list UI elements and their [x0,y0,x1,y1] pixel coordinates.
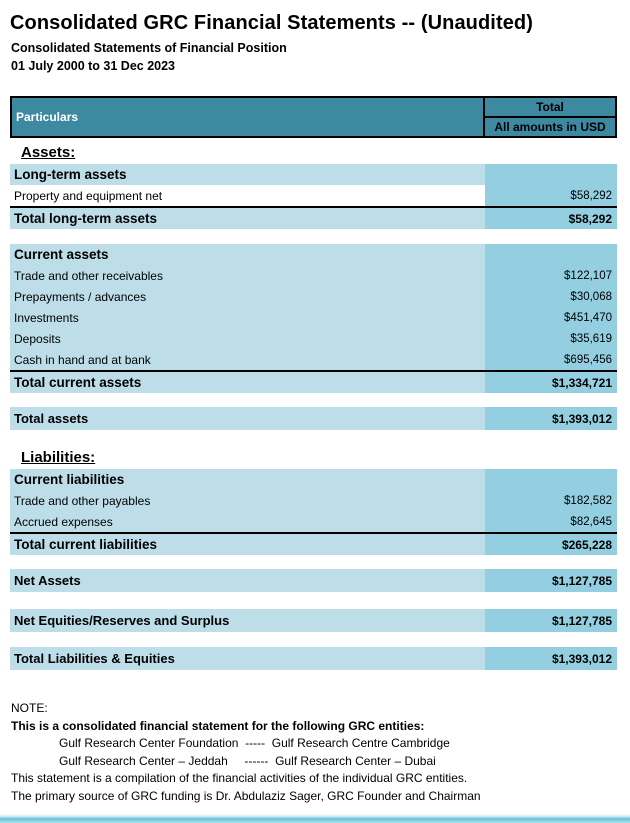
row-label: Property and equipment net [10,185,485,206]
long-term-assets-block: Long-term assets Property and equipment … [10,164,617,229]
current-liabilities-header-row: Current liabilities [10,469,617,490]
row-value: $695,456 [485,349,617,370]
row-label: Trade and other receivables [10,265,485,286]
row-label: Investments [10,307,485,328]
table-row: Deposits $35,619 [10,328,617,349]
row-label: Current liabilities [10,469,485,490]
row-value: $35,619 [485,328,617,349]
row-label: Cash in hand and at bank [10,349,485,370]
row-label: Trade and other payables [10,490,485,511]
row-label: Prepayments / advances [10,286,485,307]
row-label: Total Liabilities & Equities [10,647,485,670]
row-value: $82,645 [485,511,617,532]
row-label: Total current liabilities [10,534,485,555]
row-value: $1,393,012 [485,407,617,430]
row-value [485,164,617,185]
column-header-total: Total [485,98,615,118]
column-header-particulars: Particulars [16,110,79,124]
current-assets-header-row: Current assets [10,244,617,265]
row-label: Accrued expenses [10,511,485,532]
table-row: Cash in hand and at bank $695,456 [10,349,617,370]
row-value: $1,393,012 [485,647,617,670]
note-section: NOTE: This is a consolidated financial s… [11,700,630,805]
financial-table: Particulars Total All amounts in USD Ass… [10,96,617,670]
reporting-period: 01 July 2000 to 31 Dec 2023 [11,59,176,73]
column-header-units: All amounts in USD [494,120,606,134]
liabilities-heading: Liabilities: [21,449,96,466]
long-term-assets-header-row: Long-term assets [10,164,617,185]
table-row: Investments $451,470 [10,307,617,328]
row-value: $30,068 [485,286,617,307]
total-liabilities-equities-row: Total Liabilities & Equities $1,393,012 [10,647,617,670]
table-row: Prepayments / advances $30,068 [10,286,617,307]
row-label: Total assets [10,407,485,430]
net-assets-row: Net Assets $1,127,785 [10,569,617,592]
row-value: $182,582 [485,490,617,511]
current-assets-total-row: Total current assets $1,334,721 [10,370,617,393]
page-title: Consolidated GRC Financial Statements --… [10,12,534,34]
footer-accent-bar [0,814,630,823]
row-value: $265,228 [485,534,617,555]
total-assets-row: Total assets $1,393,012 [10,407,617,430]
row-value: $1,127,785 [485,609,617,632]
row-value: $122,107 [485,265,617,286]
total-column-header: Total All amounts in USD [483,98,615,136]
table-row: Trade and other receivables $122,107 [10,265,617,286]
row-label: Net Equities/Reserves and Surplus [10,609,485,632]
row-value [485,244,617,265]
row-value: $451,470 [485,307,617,328]
note-funding-line: The primary source of GRC funding is Dr.… [11,788,481,803]
table-row: Accrued expenses $82,645 [10,511,617,532]
current-liabilities-total-row: Total current liabilities $265,228 [10,532,617,555]
row-label: Total current assets [10,372,485,393]
table-header: Particulars Total All amounts in USD [10,96,617,138]
assets-heading: Assets: [21,144,76,161]
note-intro: This is a consolidated financial stateme… [11,718,425,733]
row-label: Total long-term assets [10,208,485,229]
note-entities-row1: Gulf Research Center Foundation ----- Gu… [59,736,450,750]
note-entities-row2: Gulf Research Center – Jeddah ------ Gul… [59,753,436,768]
row-label: Long-term assets [10,164,485,185]
current-liabilities-block: Current liabilities Trade and other paya… [10,469,617,555]
row-value: $58,292 [485,208,617,229]
long-term-assets-total-row: Total long-term assets $58,292 [10,206,617,229]
current-assets-block: Current assets Trade and other receivabl… [10,244,617,393]
note-heading: NOTE: [11,701,48,715]
row-value: $58,292 [485,185,617,206]
net-equities-row: Net Equities/Reserves and Surplus $1,127… [10,609,617,632]
table-row: Property and equipment net $58,292 [10,185,617,206]
row-value: $1,334,721 [485,372,617,393]
table-row: Trade and other payables $182,582 [10,490,617,511]
row-value: $1,127,785 [485,569,617,592]
row-value [485,469,617,490]
page-subtitle: Consolidated Statements of Financial Pos… [11,41,287,55]
row-label: Net Assets [10,569,485,592]
row-label: Current assets [10,244,485,265]
note-compilation-line: This statement is a compilation of the f… [11,771,468,785]
row-label: Deposits [10,328,485,349]
